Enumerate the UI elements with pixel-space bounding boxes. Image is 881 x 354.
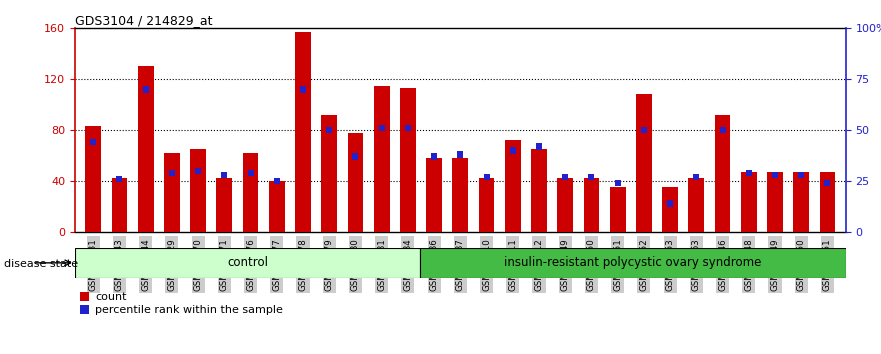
Bar bbox=[510, 147, 515, 154]
Bar bbox=[431, 153, 437, 160]
Bar bbox=[610, 187, 626, 232]
Bar bbox=[221, 172, 227, 178]
Bar bbox=[767, 172, 783, 232]
Bar bbox=[505, 140, 521, 232]
Bar bbox=[693, 174, 700, 180]
Bar bbox=[478, 178, 494, 232]
Bar bbox=[426, 158, 442, 232]
Bar bbox=[217, 178, 233, 232]
Bar bbox=[745, 170, 751, 176]
Bar bbox=[688, 178, 704, 232]
Bar bbox=[667, 200, 673, 206]
Text: insulin-resistant polycystic ovary syndrome: insulin-resistant polycystic ovary syndr… bbox=[505, 256, 762, 269]
Bar bbox=[640, 127, 647, 133]
Bar bbox=[190, 149, 206, 232]
Bar bbox=[457, 152, 463, 158]
Bar bbox=[112, 178, 128, 232]
Bar bbox=[374, 86, 389, 232]
Bar bbox=[453, 158, 468, 232]
Bar bbox=[164, 153, 180, 232]
Bar bbox=[143, 86, 149, 92]
Bar bbox=[405, 125, 411, 131]
Bar bbox=[274, 178, 280, 184]
Text: GDS3104 / 214829_at: GDS3104 / 214829_at bbox=[75, 14, 212, 27]
Bar bbox=[772, 172, 778, 178]
Bar bbox=[116, 176, 122, 182]
Bar bbox=[75, 248, 420, 278]
Bar bbox=[663, 187, 678, 232]
Bar bbox=[169, 170, 175, 176]
Legend: count, percentile rank within the sample: count, percentile rank within the sample bbox=[80, 292, 283, 315]
Bar bbox=[793, 172, 809, 232]
Bar bbox=[352, 153, 359, 160]
Bar bbox=[484, 174, 490, 180]
Bar bbox=[558, 178, 573, 232]
Bar bbox=[536, 143, 542, 149]
Bar bbox=[400, 88, 416, 232]
Bar bbox=[615, 180, 620, 186]
Bar bbox=[137, 67, 153, 232]
Bar bbox=[825, 180, 831, 186]
Bar bbox=[242, 153, 258, 232]
Bar bbox=[420, 248, 846, 278]
Bar bbox=[269, 181, 285, 232]
Text: disease state: disease state bbox=[4, 259, 78, 269]
Bar bbox=[295, 32, 311, 232]
Bar bbox=[322, 115, 337, 232]
Bar bbox=[583, 178, 599, 232]
Bar bbox=[720, 127, 726, 133]
Bar bbox=[589, 174, 595, 180]
Bar bbox=[248, 170, 254, 176]
Bar bbox=[300, 86, 306, 92]
Bar bbox=[195, 168, 201, 174]
Bar bbox=[326, 127, 332, 133]
Bar bbox=[819, 172, 835, 232]
Text: control: control bbox=[227, 256, 268, 269]
Bar bbox=[798, 172, 804, 178]
Bar bbox=[348, 133, 363, 232]
Bar bbox=[531, 149, 547, 232]
Bar bbox=[562, 174, 568, 180]
Bar bbox=[714, 115, 730, 232]
Bar bbox=[379, 125, 385, 131]
Bar bbox=[85, 126, 101, 232]
Bar bbox=[741, 172, 757, 232]
Bar bbox=[636, 95, 652, 232]
Bar bbox=[90, 139, 96, 145]
